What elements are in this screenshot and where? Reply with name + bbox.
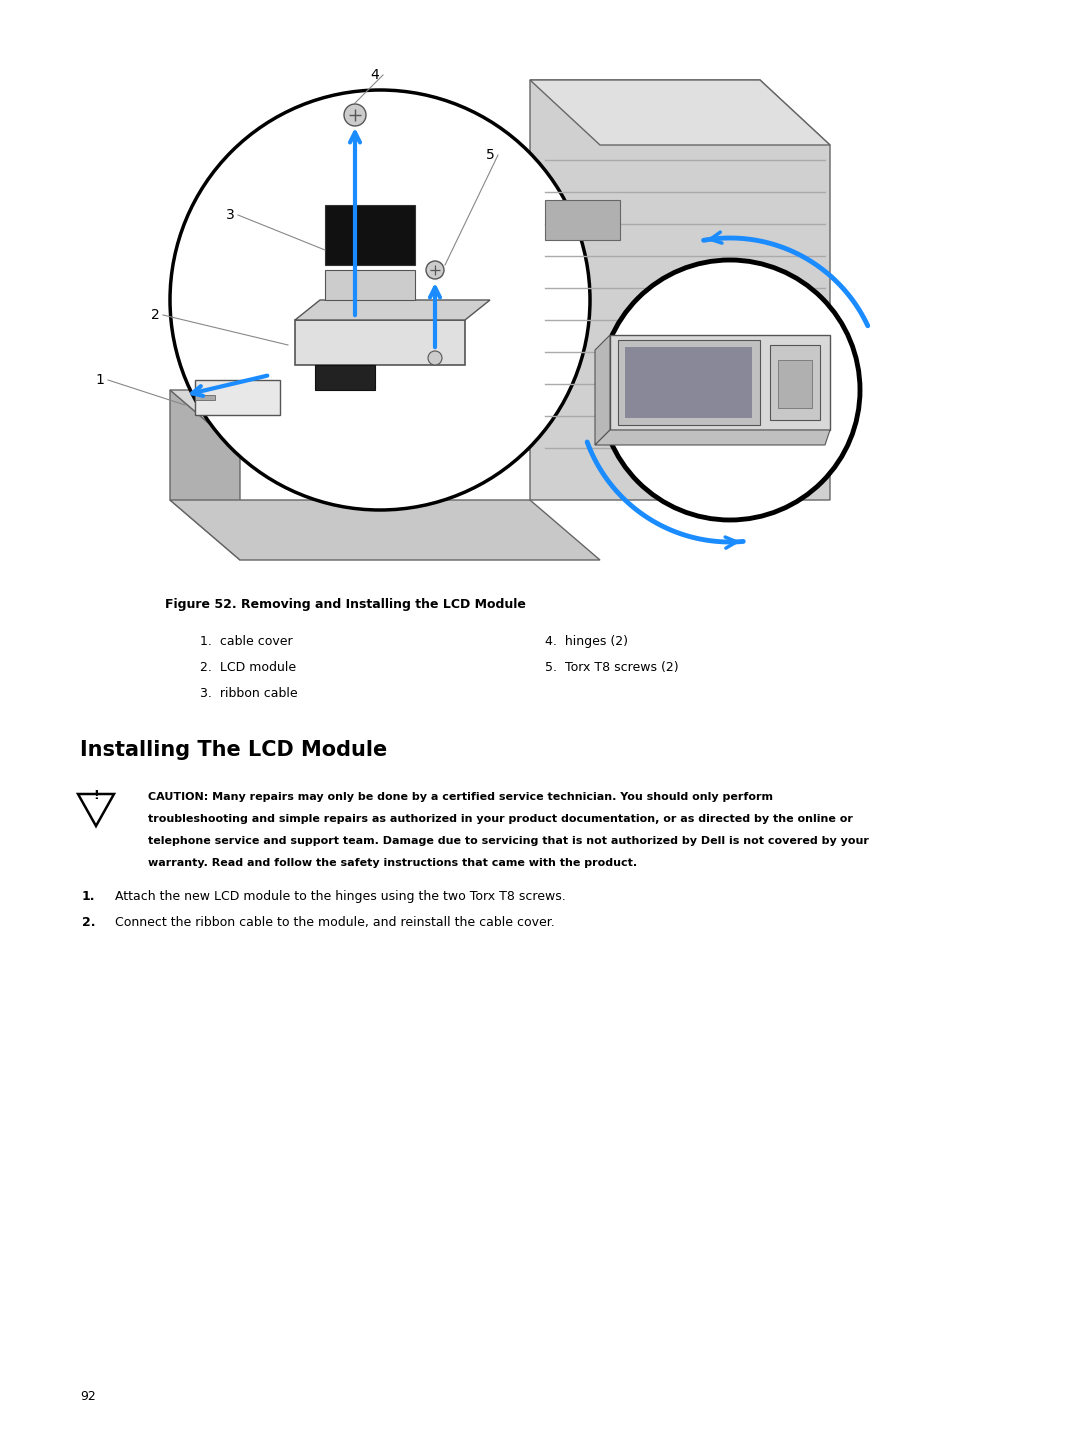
Circle shape [428, 351, 442, 366]
Polygon shape [325, 270, 415, 300]
Text: 92: 92 [80, 1390, 96, 1402]
Polygon shape [595, 336, 610, 445]
Polygon shape [195, 394, 215, 400]
Text: 1.: 1. [82, 891, 95, 903]
Circle shape [600, 260, 860, 521]
Circle shape [658, 298, 742, 381]
Polygon shape [170, 390, 240, 561]
Text: Figure 52. Removing and Installing the LCD Module: Figure 52. Removing and Installing the L… [165, 598, 526, 611]
Text: 2.: 2. [82, 916, 95, 929]
Text: Connect the ribbon cable to the module, and reinstall the cable cover.: Connect the ribbon cable to the module, … [114, 916, 555, 929]
Text: telephone service and support team. Damage due to servicing that is not authoriz: telephone service and support team. Dama… [148, 836, 869, 846]
Polygon shape [195, 380, 280, 414]
Text: troubleshooting and simple repairs as authorized in your product documentation, : troubleshooting and simple repairs as au… [148, 815, 853, 825]
Text: 2: 2 [150, 308, 160, 323]
Polygon shape [618, 340, 760, 424]
Polygon shape [325, 205, 415, 265]
Text: 2.  LCD module: 2. LCD module [200, 661, 296, 674]
Polygon shape [770, 346, 820, 420]
Polygon shape [610, 336, 831, 430]
Text: Installing The LCD Module: Installing The LCD Module [80, 740, 388, 760]
Text: 4.  hinges (2): 4. hinges (2) [545, 635, 627, 648]
Text: warranty. Read and follow the safety instructions that came with the product.: warranty. Read and follow the safety ins… [148, 858, 637, 868]
Text: 3.  ribbon cable: 3. ribbon cable [200, 687, 298, 700]
Text: 1.  cable cover: 1. cable cover [200, 635, 293, 648]
Polygon shape [530, 80, 831, 145]
Text: 1: 1 [95, 373, 105, 387]
Polygon shape [170, 390, 600, 450]
Text: 3: 3 [226, 208, 234, 222]
Polygon shape [315, 366, 375, 390]
Text: 5.  Torx T8 screws (2): 5. Torx T8 screws (2) [545, 661, 678, 674]
Polygon shape [295, 300, 490, 320]
Polygon shape [530, 80, 831, 500]
Circle shape [426, 261, 444, 280]
Circle shape [170, 90, 590, 511]
Text: Attach the new LCD module to the hinges using the two Torx T8 screws.: Attach the new LCD module to the hinges … [114, 891, 566, 903]
Polygon shape [170, 500, 600, 561]
Polygon shape [295, 320, 465, 366]
Polygon shape [545, 199, 620, 239]
Text: !: ! [93, 789, 99, 802]
Circle shape [345, 105, 366, 126]
Text: 5: 5 [486, 148, 495, 162]
Polygon shape [625, 347, 752, 417]
Text: 4: 4 [370, 67, 379, 82]
Polygon shape [78, 794, 114, 826]
Text: CAUTION: Many repairs may only be done by a certified service technician. You sh: CAUTION: Many repairs may only be done b… [148, 792, 773, 802]
Polygon shape [595, 430, 831, 445]
Polygon shape [778, 360, 812, 409]
